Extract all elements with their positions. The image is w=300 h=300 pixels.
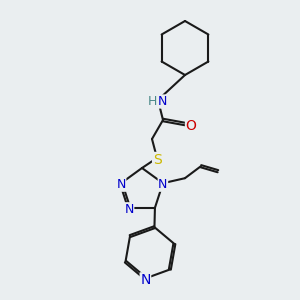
Text: S: S <box>153 152 161 167</box>
Text: N: N <box>124 203 134 216</box>
Text: N: N <box>158 178 168 191</box>
Text: H: H <box>147 95 157 108</box>
Text: N: N <box>140 273 151 287</box>
Text: O: O <box>186 118 196 133</box>
Text: N: N <box>157 95 167 108</box>
Text: N: N <box>116 178 126 191</box>
